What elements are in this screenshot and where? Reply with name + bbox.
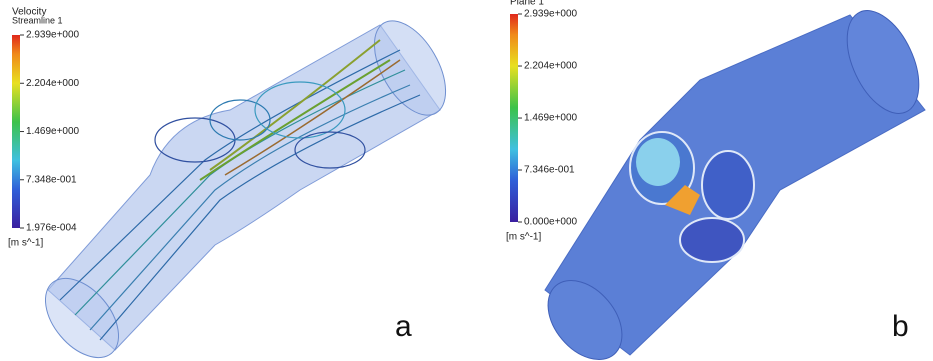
panel-label: a [395,310,412,343]
colorbar-tick-label: 7.348e-001 [26,174,77,185]
panel-label: b [892,310,909,343]
pipe-a [44,20,447,359]
legend-title: Velocity [12,7,46,18]
colorbar [510,14,518,222]
colorbar-tick-label: 1.469e+000 [524,113,578,124]
colorbar-tick-label: 7.346e-001 [524,165,575,176]
colorbar-tick-label: 2.939e+000 [26,30,80,41]
colorbar-tick-label: 1.469e+000 [26,126,80,137]
colorbar-tick-label: 1.976e-004 [26,223,77,234]
legend-title: Plane 1 [510,0,544,8]
colorbar [12,35,20,228]
colorbar-tick-label: 2.939e+000 [524,9,578,20]
legend-unit: [m s^-1] [8,238,43,249]
legend-unit: [m s^-1] [506,232,541,243]
colorbar-tick-label: 2.204e+000 [26,78,80,89]
pipe-b [544,10,926,360]
colorbar-tick-label: 2.204e+000 [524,61,578,72]
legend-subtitle: Streamline 1 [12,15,63,25]
colorbar-tick-label: 0.000e+000 [524,217,578,228]
